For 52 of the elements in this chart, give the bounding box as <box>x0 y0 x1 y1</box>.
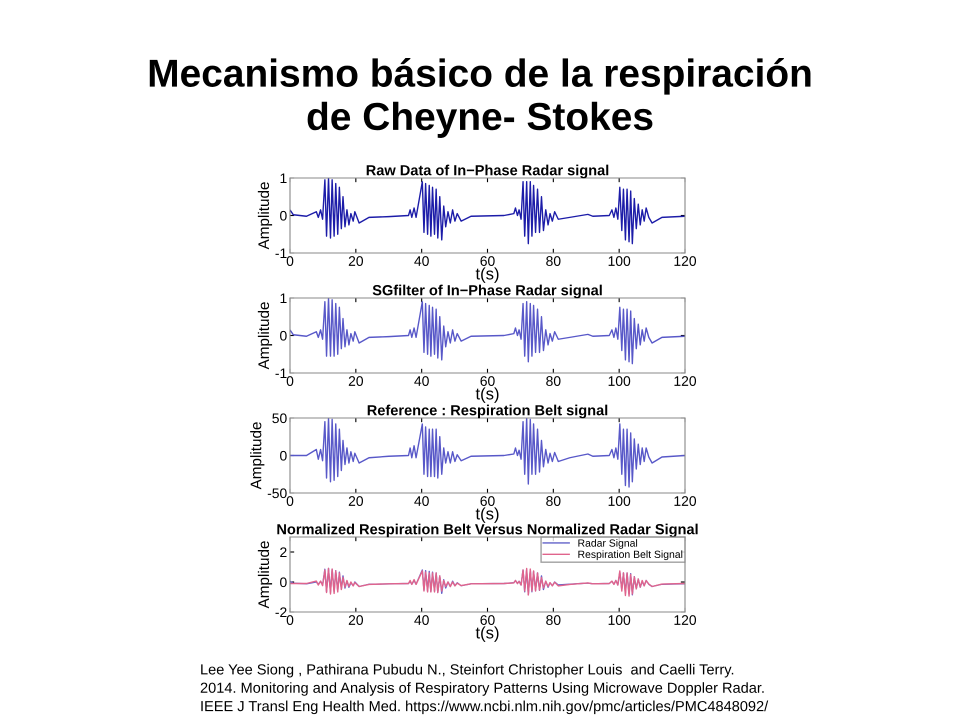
legend-label: Respiration Belt Signal <box>578 550 682 560</box>
x-tick-label: 40 <box>414 256 429 266</box>
y-tick-label: -50 <box>268 488 287 498</box>
x-tick-label: 80 <box>546 376 561 386</box>
x-tick-label: 100 <box>608 496 630 506</box>
chart-title: Reference : Respiration Belt signal <box>368 404 608 418</box>
y-axis-title: Amplitude <box>250 422 264 490</box>
y-tick-label: 1 <box>280 293 287 304</box>
x-tick-label: 120 <box>674 496 696 506</box>
x-tick-label: 20 <box>348 256 364 266</box>
y-tick-label: -1 <box>275 248 287 258</box>
x-axis-title: t(s) <box>476 626 498 642</box>
y-tick-label: -1 <box>275 368 287 378</box>
x-tick-label: 60 <box>480 496 495 506</box>
legend-label: Radar Signal <box>578 539 638 549</box>
x-tick-label: 80 <box>546 256 561 266</box>
y-axis-title: Amplitude <box>258 302 272 370</box>
y-tick-label: 50 <box>272 413 287 424</box>
x-axis-title: t(s) <box>476 387 498 403</box>
x-tick-label: 60 <box>480 376 495 386</box>
y-tick-label: 2 <box>280 547 287 558</box>
x-tick-label: 120 <box>674 615 696 625</box>
x-tick-label: 40 <box>414 376 429 386</box>
x-axis-title: t(s) <box>476 507 498 523</box>
y-tick-label: 0 <box>280 577 287 588</box>
x-tick-label: 60 <box>480 615 495 625</box>
chart-title: Raw Data of In−Phase Radar signal <box>366 164 608 178</box>
x-tick-label: 20 <box>348 376 364 386</box>
y-tick-label: 0 <box>280 330 287 341</box>
x-tick-label: 100 <box>608 376 630 386</box>
y-tick-label: 0 <box>280 210 287 221</box>
x-tick-label: 40 <box>414 615 429 625</box>
x-tick-label: 80 <box>546 496 561 506</box>
y-axis-title: Amplitude <box>258 182 272 250</box>
x-tick-label: 80 <box>546 615 561 625</box>
chart-title: SGfilter of In−Phase Radar signal <box>372 284 602 298</box>
x-tick-label: 60 <box>480 256 495 266</box>
x-tick-label: 120 <box>674 256 696 266</box>
text: Lee Yee Siong , Pathirana Pubudu N., Steinfort Christopher Louis and Caelli Terry. 2014. Monitoring and Analysis of Respiratory Patterns Using Microwave Doppler Radar. IEEE J Transl Eng Health Med. https://www.ncbi.nlm.nih.gov/pmc/articles/PMC4848092/ <box>200 664 768 714</box>
y-tick-label: -2 <box>275 607 287 618</box>
x-tick-label: 20 <box>348 496 364 506</box>
chart-title: Normalized Respiration Belt Versus Normalized Radar Signal <box>277 524 698 538</box>
x-tick-label: 40 <box>414 496 429 506</box>
y-tick-label: 1 <box>280 173 287 184</box>
x-tick-label: 100 <box>608 615 630 625</box>
x-tick-label: 120 <box>674 376 696 386</box>
x-axis-title: t(s) <box>476 267 498 283</box>
y-axis-title: Amplitude <box>258 541 272 608</box>
x-tick-label: 20 <box>348 615 364 625</box>
text: Mecanismo básico de la respiración de Cheyne- Stokes <box>150 58 810 138</box>
y-tick-label: 0 <box>280 450 287 461</box>
x-tick-label: 100 <box>608 256 630 266</box>
